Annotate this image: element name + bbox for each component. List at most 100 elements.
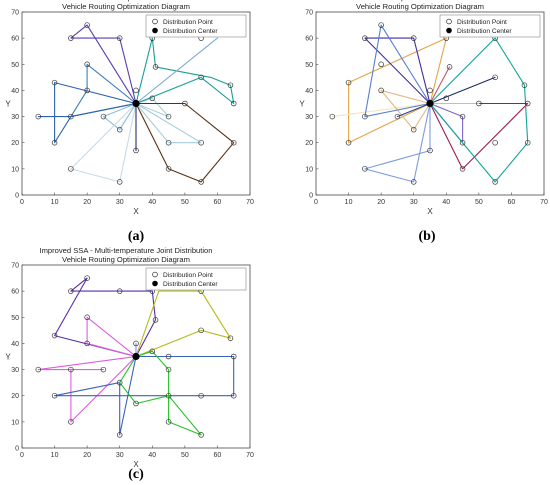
route-line	[429, 66, 451, 104]
distribution-point-marker	[68, 113, 74, 120]
x-tick-label: 30	[116, 199, 124, 206]
y-tick-label: 20	[11, 140, 19, 147]
legend-distribution-center: Distribution Center	[457, 28, 512, 35]
distribution-point-marker	[345, 79, 352, 86]
x-tick-label: 70	[246, 199, 254, 206]
distribution-point-marker	[68, 166, 74, 172]
y-tick-label: 20	[11, 393, 19, 400]
distribution-point-marker	[410, 35, 417, 41]
distribution-point-marker	[68, 288, 74, 294]
distribution-point-marker	[51, 332, 58, 339]
distribution-point-marker	[116, 379, 123, 386]
x-tick-label: 10	[51, 199, 59, 206]
y-tick-label: 0	[15, 193, 19, 200]
distribution-point-marker	[84, 340, 90, 347]
x-tick-label: 10	[51, 452, 59, 459]
distribution-point-marker	[492, 139, 498, 146]
x-axis-label: X	[133, 460, 139, 469]
route-line	[135, 290, 232, 358]
x-tick-label: 40	[442, 199, 450, 206]
distribution-point-marker	[133, 147, 139, 154]
subfigure-caption: (b)	[418, 229, 435, 244]
distribution-point-marker	[84, 87, 90, 94]
distribution-point-marker	[198, 432, 204, 438]
distribution-point-marker	[459, 139, 466, 146]
distribution-point-marker	[227, 335, 234, 341]
route-line	[102, 102, 137, 131]
distribution-point-marker	[198, 139, 204, 146]
y-axis-label: Y	[5, 353, 11, 362]
distribution-point-marker	[446, 64, 453, 70]
distribution-point-marker	[100, 113, 107, 120]
subfigure-caption: (c)	[128, 467, 144, 482]
distribution-point-marker	[476, 100, 482, 107]
distribution-point-marker	[35, 366, 42, 373]
distribution-point-marker	[443, 95, 450, 102]
distribution-point-marker	[152, 317, 159, 323]
legend-center-symbol	[446, 27, 452, 34]
route-line	[135, 37, 235, 105]
legend-box	[439, 14, 541, 38]
x-axis-label: X	[427, 207, 433, 216]
route-line	[135, 102, 235, 183]
y-tick-label: 40	[11, 88, 19, 95]
y-tick-label: 20	[305, 140, 313, 147]
route-line	[119, 350, 202, 436]
x-tick-label: 0	[20, 199, 24, 206]
distribution-point-marker	[84, 314, 90, 321]
distribution-point-marker	[84, 61, 90, 68]
legend-box	[145, 14, 247, 38]
distribution-point-marker	[35, 113, 42, 120]
distribution-center-marker	[426, 99, 434, 108]
route-line	[364, 103, 431, 183]
distribution-point-marker	[459, 166, 466, 172]
legend: Distribution Point Distribution Center	[145, 267, 247, 291]
y-axis-label: Y	[5, 100, 11, 109]
chart-panel-2: 0 10 20 30 40 50 60 70 0 10 20 30 40 50 60 70 X Y GA - Mul…	[299, 0, 548, 244]
route-line	[70, 24, 137, 104]
legend-point-symbol	[446, 18, 452, 25]
chart-title-line-1: Improved SSA - Multi-temperature Joint D…	[39, 246, 212, 255]
distribution-point-marker	[133, 87, 139, 94]
distribution-point-marker	[524, 100, 531, 107]
chart-title-line-2: Vehicle Routing Optimization Diagram	[62, 2, 190, 11]
legend-distribution-point: Distribution Point	[163, 19, 213, 26]
x-tick-label: 30	[116, 452, 124, 459]
y-tick-label: 40	[305, 88, 313, 95]
route-line	[429, 37, 529, 183]
route-line	[135, 97, 170, 118]
distribution-point-marker	[165, 366, 172, 373]
distribution-point-marker	[492, 179, 498, 185]
distribution-point-marker	[165, 166, 172, 172]
route-line	[54, 277, 157, 358]
route-line	[348, 37, 447, 144]
distribution-point-marker	[68, 419, 74, 425]
x-tick-label: 20	[83, 452, 91, 459]
distribution-point-marker	[378, 61, 384, 68]
distribution-center-marker	[132, 352, 140, 361]
distribution-point-marker	[492, 74, 498, 81]
distribution-point-marker	[165, 392, 172, 399]
distribution-point-marker	[198, 179, 204, 185]
x-tick-label: 40	[148, 452, 156, 459]
y-tick-label: 30	[11, 367, 19, 374]
distribution-point-marker	[198, 392, 204, 399]
x-tick-label: 60	[214, 452, 222, 459]
legend-point-symbol	[152, 271, 158, 278]
y-tick-label: 50	[11, 62, 19, 69]
legend-distribution-point: Distribution Point	[163, 272, 213, 279]
distribution-point-marker	[165, 353, 172, 360]
distribution-point-marker	[230, 139, 237, 146]
distribution-point-marker	[524, 139, 531, 146]
route-line	[396, 102, 431, 118]
distribution-point-marker	[230, 353, 237, 360]
distribution-point-marker	[116, 35, 123, 41]
y-tick-label: 50	[11, 315, 19, 322]
legend-box	[145, 267, 247, 291]
y-tick-label: 70	[11, 263, 19, 270]
y-tick-label: 70	[305, 10, 313, 17]
x-tick-label: 60	[508, 199, 516, 206]
route-line	[70, 103, 137, 183]
x-tick-label: 0	[314, 199, 318, 206]
